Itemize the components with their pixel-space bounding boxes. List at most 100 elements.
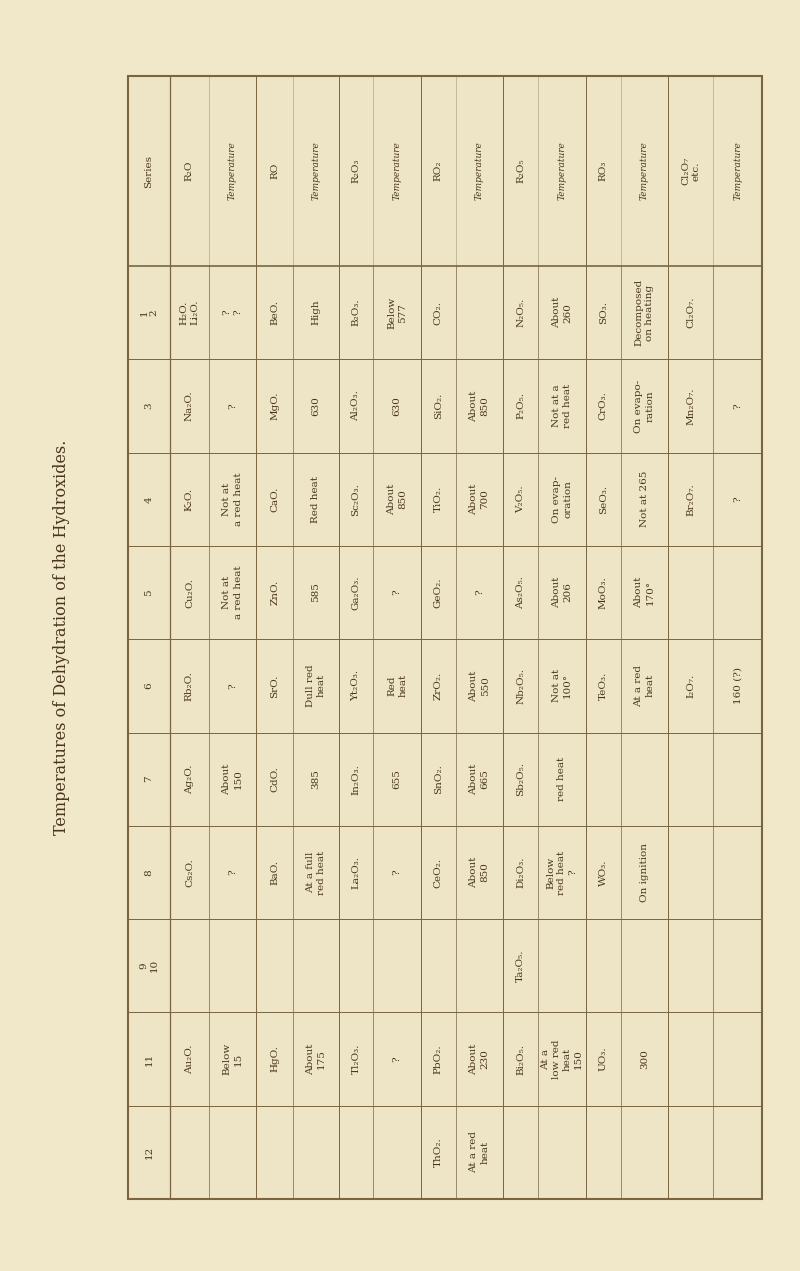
Text: HgO.: HgO. (270, 1046, 279, 1073)
Text: About
665: About 665 (470, 764, 490, 794)
Text: 630: 630 (311, 397, 321, 416)
Text: Sb₂O₅.: Sb₂O₅. (516, 763, 526, 796)
Text: SnO₂.: SnO₂. (434, 764, 443, 794)
Text: Series: Series (145, 155, 154, 188)
Text: Ga₂O₃.: Ga₂O₃. (351, 576, 361, 610)
Text: 585: 585 (311, 582, 321, 602)
Text: 655: 655 (393, 769, 402, 789)
Text: CaO.: CaO. (270, 487, 279, 512)
Text: ?: ? (228, 869, 237, 876)
Text: V₂O₅.: V₂O₅. (516, 486, 526, 513)
Text: RO₂: RO₂ (434, 160, 443, 182)
Text: Temperature: Temperature (558, 141, 566, 201)
Text: Red heat: Red heat (311, 475, 321, 522)
Text: red heat: red heat (558, 758, 566, 801)
Text: SO₃.: SO₃. (598, 301, 608, 324)
Text: At a
low red
heat
150: At a low red heat 150 (541, 1040, 583, 1079)
Text: ?
?: ? ? (222, 310, 242, 315)
Text: ZrO₂.: ZrO₂. (434, 672, 443, 700)
Text: 385: 385 (311, 769, 321, 789)
Text: On evapo-
ration: On evapo- ration (634, 379, 654, 432)
Text: CrO₃.: CrO₃. (598, 391, 608, 421)
Text: ?: ? (393, 1056, 402, 1061)
Text: High: High (311, 300, 321, 325)
Text: SrO.: SrO. (270, 674, 279, 698)
Text: Dull red
heat: Dull red heat (306, 665, 326, 707)
Text: On evap-
oration: On evap- oration (552, 475, 572, 522)
Text: La₂O₃.: La₂O₃. (351, 855, 361, 888)
Text: ?: ? (733, 497, 742, 502)
Text: Temperature: Temperature (311, 141, 321, 201)
Text: TiO₂.: TiO₂. (434, 486, 443, 512)
Text: Not at
a red heat: Not at a red heat (222, 566, 242, 619)
Text: CdO.: CdO. (270, 766, 279, 792)
Text: CeO₂.: CeO₂. (434, 858, 443, 887)
Text: 4: 4 (145, 496, 154, 502)
Text: Cl₂O₇
etc.: Cl₂O₇ etc. (681, 156, 701, 186)
Text: ?: ? (393, 869, 402, 876)
Text: WO₃.: WO₃. (598, 859, 608, 886)
Text: In₂O₃.: In₂O₃. (351, 764, 361, 794)
Text: B₂O₃.: B₂O₃. (351, 299, 361, 327)
Text: Bi₂O₅.: Bi₂O₅. (516, 1043, 526, 1074)
Text: Below
577: Below 577 (387, 296, 407, 329)
Text: ?: ? (393, 590, 402, 595)
Text: Not at
100°: Not at 100° (552, 670, 572, 703)
Text: R₂O₅: R₂O₅ (516, 159, 526, 183)
Text: About
206: About 206 (552, 577, 572, 609)
Text: Temperature: Temperature (475, 141, 484, 201)
Text: PbO₂.: PbO₂. (434, 1045, 443, 1074)
Text: Ag₂O.: Ag₂O. (185, 764, 194, 794)
Text: Below
red heat
?: Below red heat ? (546, 850, 578, 895)
Text: 630: 630 (393, 397, 402, 416)
Text: Br₂O₇.: Br₂O₇. (686, 483, 695, 516)
Text: About
230: About 230 (470, 1043, 490, 1075)
Text: Cs₂O.: Cs₂O. (185, 858, 194, 887)
Text: ?: ? (228, 403, 237, 409)
Text: About
550: About 550 (470, 670, 490, 702)
Text: Decomposed
on heating: Decomposed on heating (634, 280, 654, 346)
Text: Not at 265: Not at 265 (640, 472, 649, 527)
Text: 11: 11 (145, 1052, 154, 1065)
Text: CO₂.: CO₂. (434, 301, 443, 324)
Text: About
175: About 175 (306, 1043, 326, 1075)
Text: SeO₃.: SeO₃. (598, 484, 608, 513)
Text: ZnO.: ZnO. (270, 580, 279, 605)
Text: BaO.: BaO. (270, 860, 279, 885)
Text: Temperature: Temperature (393, 141, 402, 201)
Text: UO₃.: UO₃. (598, 1047, 608, 1071)
Text: I₂O₇.: I₂O₇. (686, 674, 695, 698)
Text: P₂O₅.: P₂O₅. (516, 393, 526, 419)
Bar (128, 76, 762, 1199)
Text: TeO₃.: TeO₃. (598, 672, 608, 700)
Text: RO₃: RO₃ (598, 161, 608, 182)
Text: RO: RO (270, 163, 279, 179)
Text: R₂O₃: R₂O₃ (351, 159, 361, 183)
Text: Temperatures of Dehydration of the Hydroxides.: Temperatures of Dehydration of the Hydro… (54, 440, 70, 835)
Text: Al₂O₃.: Al₂O₃. (351, 390, 361, 422)
Text: MgO.: MgO. (270, 391, 279, 421)
Text: Not at
a red heat: Not at a red heat (222, 473, 242, 526)
Text: Below
15: Below 15 (222, 1043, 242, 1075)
Text: At a red
heat: At a red heat (634, 665, 654, 707)
Text: Cu₂O.: Cu₂O. (185, 577, 194, 608)
Text: 160 (?): 160 (?) (733, 667, 742, 704)
Text: 7: 7 (145, 775, 154, 783)
Text: ?: ? (228, 683, 237, 689)
Text: 6: 6 (145, 683, 154, 689)
Text: N₂O₅.: N₂O₅. (516, 297, 526, 327)
Text: H₂O.
Li₂O.: H₂O. Li₂O. (179, 300, 199, 325)
Text: Rb₂O.: Rb₂O. (185, 671, 194, 700)
Text: Temperature: Temperature (228, 141, 237, 201)
Text: 300: 300 (640, 1049, 649, 1069)
Text: Di₂O₃.: Di₂O₃. (516, 857, 526, 888)
Text: Not at a
red heat: Not at a red heat (552, 384, 572, 428)
Text: About
850: About 850 (470, 857, 490, 888)
Text: ?: ? (733, 403, 742, 409)
Text: SiO₂.: SiO₂. (434, 393, 443, 419)
Text: At a red
heat: At a red heat (470, 1131, 490, 1173)
Text: GeO₂.: GeO₂. (434, 577, 443, 608)
Text: Red
heat: Red heat (387, 674, 407, 698)
Text: On ignition: On ignition (640, 843, 649, 902)
Text: Temperature: Temperature (733, 141, 742, 201)
